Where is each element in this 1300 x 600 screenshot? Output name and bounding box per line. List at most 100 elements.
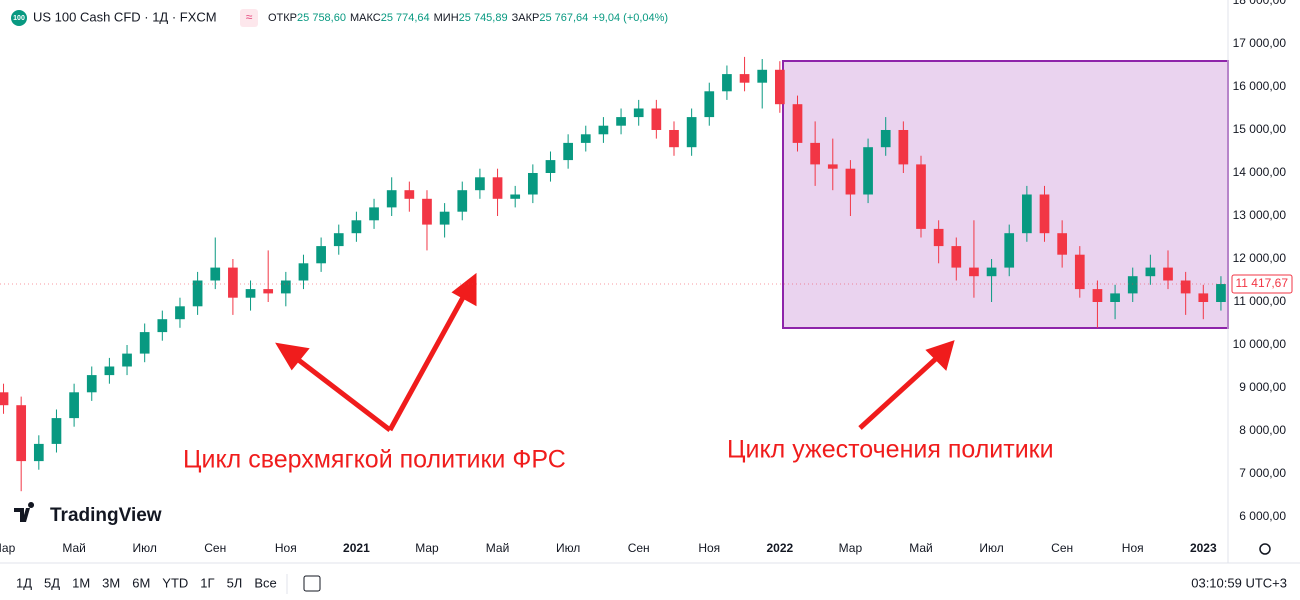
- range-button[interactable]: 1Г: [200, 575, 214, 590]
- candle-body: [386, 190, 397, 208]
- range-button[interactable]: 5Л: [227, 575, 243, 590]
- candle-body: [245, 289, 256, 298]
- x-tick-label: Мар: [0, 541, 16, 555]
- candle-body: [863, 147, 873, 195]
- symbol-icon: [11, 10, 27, 26]
- candle-body: [545, 160, 556, 173]
- candle-body: [563, 142, 573, 161]
- candle-body: [1216, 284, 1226, 302]
- y-tick-label: 15 000,00: [1233, 122, 1287, 136]
- candle-body: [1127, 276, 1138, 294]
- ohlc-label: МИН: [434, 12, 459, 24]
- candle-body: [1163, 267, 1173, 281]
- y-tick-label: 9 000,00: [1239, 380, 1286, 394]
- candle-body: [298, 263, 309, 281]
- candle-body: [686, 117, 697, 148]
- date-range-icon[interactable]: [303, 575, 321, 592]
- candle-body: [616, 117, 626, 126]
- x-tick-label: Сен: [628, 541, 650, 555]
- candle-body: [1198, 293, 1209, 302]
- candle-body: [0, 392, 9, 406]
- ohlc-label: ЗАКР: [512, 12, 540, 24]
- candle-body: [1110, 293, 1120, 302]
- candle-body: [722, 74, 732, 92]
- candle-body: [333, 233, 344, 247]
- candle-body: [845, 168, 856, 195]
- y-tick-label: 10 000,00: [1233, 337, 1287, 351]
- last-price-box: [1231, 274, 1293, 294]
- highlight-box: [782, 60, 1229, 329]
- range-button[interactable]: 1Д: [16, 575, 32, 590]
- arrows: [275, 272, 955, 432]
- candle-body: [898, 129, 909, 165]
- candle-body: [810, 142, 820, 165]
- candle-body: [1057, 233, 1068, 255]
- range-button[interactable]: 5Д: [44, 575, 60, 590]
- ohlc: ОТКР 25 758,60 МАКС 25 774,64 МИН 25 745,89 ЗА…: [268, 12, 668, 24]
- candle-body: [139, 332, 150, 354]
- ohlc-value: 25 745,89: [459, 12, 508, 24]
- candle-body: [704, 91, 715, 118]
- settings-icon[interactable]: [1259, 543, 1271, 555]
- candle-body: [598, 125, 609, 135]
- compare-icon[interactable]: [240, 9, 258, 27]
- candle-body: [527, 172, 538, 195]
- candle-body: [192, 280, 203, 307]
- y-tick-label: 13 000,00: [1233, 208, 1287, 222]
- candle-body: [510, 194, 521, 199]
- arrow-head: [451, 272, 477, 307]
- range-button[interactable]: Все: [254, 575, 276, 590]
- arrow-head: [275, 342, 310, 371]
- logo: TradingView: [50, 505, 162, 526]
- x-tick-label: Май: [909, 541, 933, 555]
- y-tick-label: 11 000,00: [1234, 294, 1287, 308]
- candle-body: [757, 69, 768, 83]
- x-tick-label: Ноя: [1122, 541, 1144, 555]
- candle-body: [422, 198, 432, 225]
- candle-body: [16, 405, 27, 462]
- change: +9,04 (+0,04%): [592, 12, 668, 24]
- arrow: [290, 353, 392, 432]
- ohlc-label: МАКС: [350, 12, 381, 24]
- range-button[interactable]: 3М: [102, 575, 120, 590]
- candle-body: [439, 211, 450, 225]
- candle-body: [263, 289, 274, 294]
- candle-body: [1039, 194, 1050, 234]
- candle-body: [457, 190, 468, 212]
- candle-body: [774, 69, 785, 105]
- candle-body: [157, 319, 168, 333]
- candle-body: [104, 366, 115, 376]
- y-tick-label: 16 000,00: [1233, 79, 1287, 93]
- candle-body: [1004, 233, 1015, 268]
- candle-body: [1022, 194, 1032, 234]
- x-tick-label: Ноя: [275, 541, 297, 555]
- x-tick-label: Июл: [132, 541, 156, 555]
- x-tick-label: Ноя: [698, 541, 720, 555]
- ohlc-value: 25 774,64: [381, 12, 430, 24]
- y-tick-label: 14 000,00: [1233, 165, 1287, 179]
- candle-body: [280, 280, 291, 294]
- candle-body: [933, 228, 944, 247]
- x-tick-label: Июл: [556, 541, 580, 555]
- range-button[interactable]: 6М: [132, 575, 150, 590]
- candle-body: [969, 267, 979, 277]
- range-button[interactable]: YTD: [162, 575, 188, 590]
- candle-body: [739, 74, 750, 83]
- x-tick-label: Мар: [839, 541, 863, 555]
- symbol-icon-text: 100: [13, 15, 25, 22]
- clock[interactable]: 03:10:59 UTC+3: [1191, 575, 1287, 590]
- y-tick-label: 7 000,00: [1239, 466, 1286, 480]
- symbol-title[interactable]: US 100 Cash CFD · 1Д · FXCM: [33, 9, 217, 24]
- logo-mark: [14, 502, 35, 522]
- candle-body: [122, 353, 132, 367]
- x-tick-label: Май: [62, 541, 86, 555]
- arrow: [387, 290, 469, 432]
- x-tick-label: 2023: [1190, 541, 1217, 555]
- range-button[interactable]: 1М: [72, 575, 90, 590]
- candle-body: [86, 375, 97, 393]
- candle-body: [51, 418, 62, 444]
- candle-body: [827, 164, 838, 169]
- compare-glyph: ≈: [246, 10, 253, 24]
- candle-body: [951, 246, 962, 268]
- y-tick-label: 8 000,00: [1239, 423, 1286, 437]
